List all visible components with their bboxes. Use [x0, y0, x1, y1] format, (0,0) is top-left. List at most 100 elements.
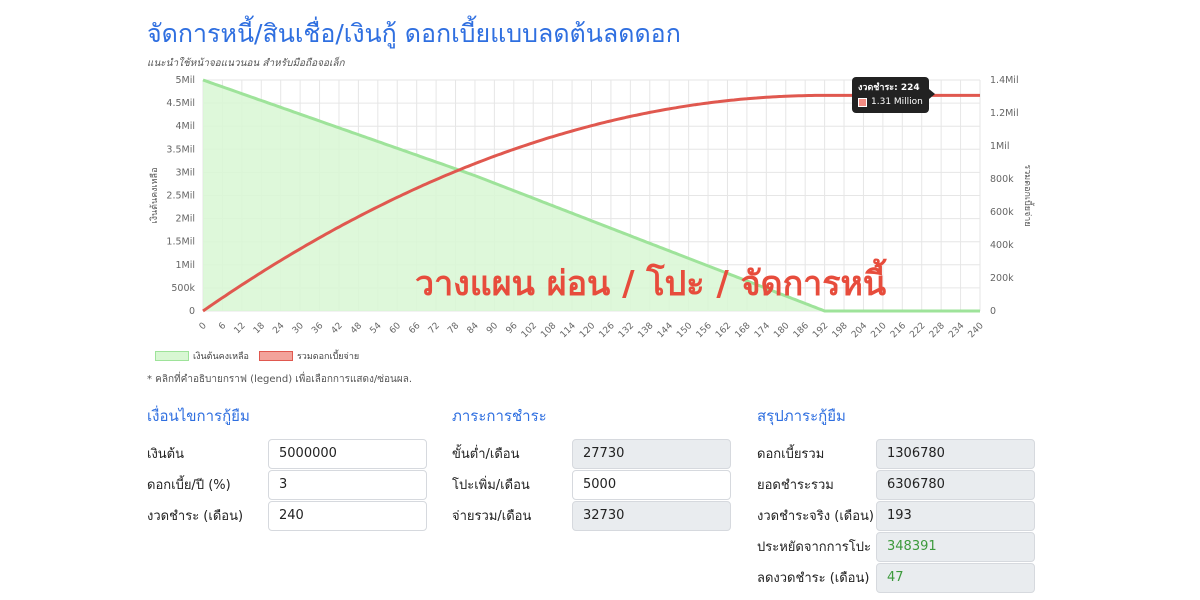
- loan-conditions-section: เงื่อนไขการกู้ยืม เงินต้น 5000000 ดอกเบี…: [147, 404, 432, 531]
- y-left-tick-label: 3Mil: [175, 167, 195, 178]
- legend-swatch-interest: [258, 351, 293, 361]
- x-tick-label: 138: [636, 321, 655, 340]
- saved-label: ประหยัดจากการโปะ: [757, 540, 872, 555]
- total-payment-label: จ่ายรวม/เดือน: [452, 509, 532, 524]
- x-tick-label: 90: [485, 321, 500, 336]
- extra-payment-input[interactable]: 5000: [572, 469, 731, 500]
- min-payment-field: 27730: [572, 438, 731, 469]
- x-tick-label: 66: [407, 321, 422, 336]
- reduced-term-row: ลดงวดชำระ (เดือน) 47: [757, 562, 1042, 593]
- reduced-term-label: ลดงวดชำระ (เดือน): [757, 571, 870, 586]
- x-tick-label: 216: [889, 321, 908, 340]
- x-tick-label: 84: [466, 321, 481, 336]
- y-right-tick-label: 200k: [990, 273, 1014, 284]
- summary-heading: สรุปภาระกู้ยืม: [757, 407, 846, 425]
- loan-chart: 0 6 12 18 24 30 36 42 48 54 60 66 72 78 84 90 96 102 108 11…: [149, 75, 1035, 340]
- term-row: งวดชำระ (เดือน) 240: [147, 500, 432, 531]
- legend-swatch-principal: [155, 351, 189, 361]
- payment-heading: ภาระการชำระ: [452, 407, 547, 425]
- term-input[interactable]: 240: [268, 500, 427, 531]
- x-tick-label: 198: [831, 321, 850, 340]
- x-tick-label: 78: [446, 321, 461, 336]
- y-left-tick-label: 4Mil: [175, 121, 195, 132]
- y-left-tick-label: 4.5Mil: [166, 98, 195, 109]
- x-tick-label: 222: [908, 321, 927, 340]
- principal-area: [203, 80, 980, 311]
- x-tick-label: 132: [617, 321, 636, 340]
- tooltip-title: งวดชำระ: 224: [858, 83, 920, 93]
- y-left-tick-label: 1Mil: [175, 260, 195, 271]
- x-tick-label: 150: [675, 321, 694, 340]
- y-right-tick-label: 600k: [990, 207, 1014, 218]
- x-tick-label: 12: [233, 321, 248, 336]
- summary-section: สรุปภาระกู้ยืม ดอกเบี้ยรวม 1306780 ยอดชำ…: [757, 404, 1042, 593]
- y-right-tick-label: 400k: [990, 240, 1014, 251]
- principal-line: [202, 78, 980, 313]
- saved-row: ประหยัดจากการโปะ 348391: [757, 531, 1042, 562]
- term-label: งวดชำระ (เดือน): [147, 509, 244, 524]
- x-tick-label: 234: [947, 321, 966, 340]
- legend-item-principal[interactable]: เงินต้นคงเหลือ: [155, 349, 249, 363]
- legend-note: * คลิกที่คำอธิบายกราฟ (legend) เพื่อเลือ…: [147, 374, 413, 385]
- rate-input[interactable]: 3: [268, 469, 427, 500]
- y-left-tick-label: 5Mil: [175, 75, 195, 86]
- x-tick-label: 108: [539, 321, 558, 340]
- x-tick-label: 60: [388, 321, 403, 336]
- y-left-tick-label: 3.5Mil: [166, 144, 195, 155]
- y-left-tick-label: 1.5Mil: [166, 237, 195, 248]
- loan-conditions-heading: เงื่อนไขการกู้ยืม: [147, 407, 250, 425]
- x-tick-label: 174: [753, 321, 772, 340]
- x-tick-label: 42: [330, 321, 345, 336]
- x-tick-label: 156: [695, 321, 714, 340]
- x-tick-label: 192: [811, 321, 830, 340]
- rate-label: ดอกเบี้ย/ปี (%): [147, 478, 231, 493]
- legend-label-interest: รวมดอกเบี้ยจ่าย: [296, 352, 360, 362]
- actual-term-field: 193: [876, 500, 1035, 531]
- total-interest-row: ดอกเบี้ยรวม 1306780: [757, 438, 1042, 469]
- y-left-tick-label: 2.5Mil: [166, 191, 195, 202]
- y-left-axis-label: เงินต้นคงเหลือ: [149, 168, 160, 224]
- actual-term-row: งวดชำระจริง (เดือน) 193: [757, 500, 1042, 531]
- total-interest-label: ดอกเบี้ยรวม: [757, 447, 825, 462]
- x-tick-label: 36: [310, 321, 325, 336]
- total-paid-row: ยอดชำระรวม 6306780: [757, 469, 1042, 500]
- x-tick-label: 168: [734, 321, 753, 340]
- x-tick-label: 30: [291, 321, 306, 336]
- x-tick-label: 18: [252, 321, 267, 336]
- total-payment-row: จ่ายรวม/เดือน 32730: [452, 500, 737, 531]
- x-tick-label: 120: [578, 321, 597, 340]
- principal-input[interactable]: 5000000: [268, 438, 427, 469]
- y-right-axis-label: รวมดอกเบี้ยจ่าย: [1022, 164, 1035, 226]
- x-tick-label: 240: [967, 321, 986, 340]
- page-subtitle: แนะนำใช้หน้าจอแนวนอน สำหรับมือถือจอเล็ก: [147, 58, 345, 69]
- reduced-term-field: 47: [876, 562, 1035, 593]
- x-tick-label: 204: [850, 321, 869, 340]
- interest-line: [202, 93, 980, 313]
- legend-item-interest[interactable]: รวมดอกเบี้ยจ่าย: [258, 349, 360, 363]
- x-tick-label: 24: [271, 321, 286, 336]
- y-left-tick-label: 500k: [171, 283, 195, 294]
- y-right-tick-label: 0: [990, 306, 996, 317]
- x-tick-label: 162: [714, 321, 733, 340]
- total-payment-field: 32730: [572, 500, 731, 531]
- total-paid-field: 6306780: [876, 469, 1035, 500]
- x-tick-label: 180: [772, 321, 791, 340]
- min-payment-row: ขั้นต่ำ/เดือน 27730: [452, 438, 737, 469]
- x-tick-label: 72: [427, 321, 442, 336]
- x-tick-label: 96: [504, 321, 519, 336]
- payment-section: ภาระการชำระ ขั้นต่ำ/เดือน 27730 โปะเพิ่ม…: [452, 404, 737, 531]
- x-tick-label: 6: [217, 321, 228, 332]
- y-right-tick-label: 800k: [990, 174, 1014, 185]
- principal-row: เงินต้น 5000000: [147, 438, 432, 469]
- extra-payment-label: โปะเพิ่ม/เดือน: [452, 478, 530, 493]
- y-left-tick-label: 0: [189, 306, 195, 317]
- y-left-tick-label: 2Mil: [175, 214, 195, 225]
- x-tick-label: 186: [792, 321, 811, 340]
- overlay-banner-text: วางแผน ผ่อน / โปะ / จัดการหนี้: [415, 264, 887, 304]
- min-payment-label: ขั้นต่ำ/เดือน: [452, 447, 520, 462]
- tooltip-swatch: [858, 97, 867, 107]
- chart-tooltip: งวดชำระ: 224 1.31 Million: [852, 77, 935, 113]
- total-interest-field: 1306780: [876, 438, 1035, 469]
- actual-term-label: งวดชำระจริง (เดือน): [757, 509, 874, 524]
- page-title: จัดการหนี้/สินเชื่อ/เงินกู้ ดอกเบี้ยแบบล…: [147, 19, 681, 48]
